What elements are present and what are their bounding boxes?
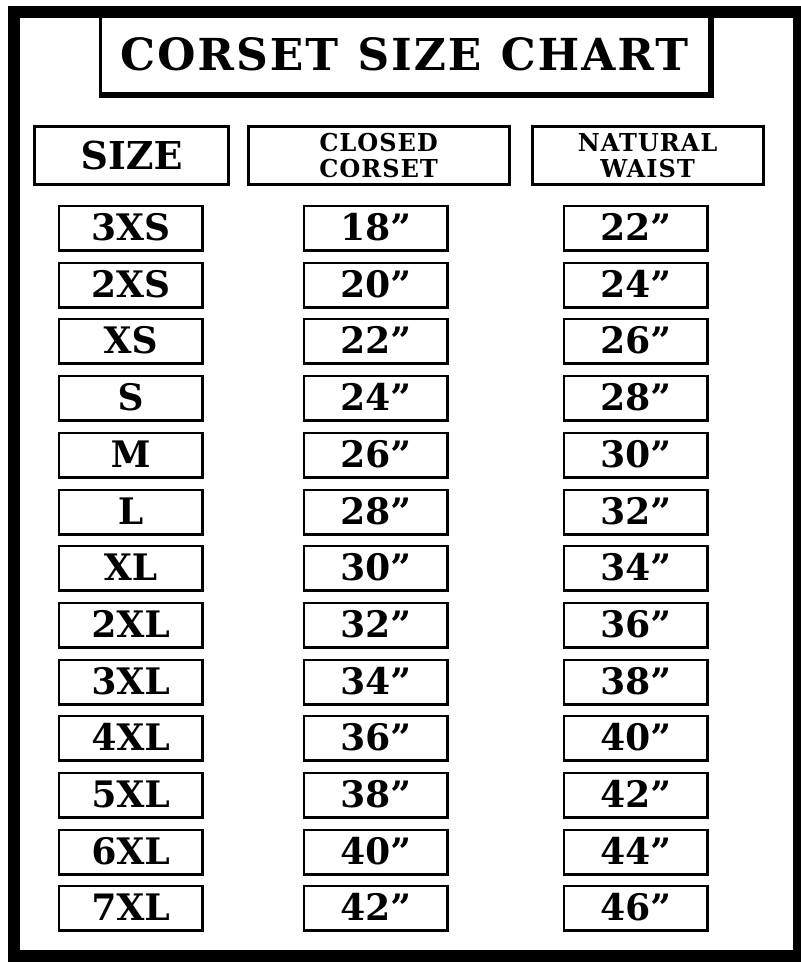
header-natural-line1: NATURAL	[577, 127, 719, 157]
cell-size: 5XL	[58, 772, 204, 819]
cell-natural: 32”	[563, 488, 709, 536]
cell-size: 2XS	[58, 261, 204, 309]
cell-size: S	[58, 375, 204, 423]
cell-size: 3XL	[58, 658, 204, 706]
cell-natural: 28”	[563, 375, 709, 423]
cell-natural: 46”	[563, 885, 709, 933]
cell-size: 2XL	[58, 601, 204, 649]
cell-size: 4XL	[58, 715, 204, 763]
header-closed-corset: CLOSED CORSET	[247, 125, 511, 186]
cell-size: 6XL	[58, 828, 204, 876]
cell-natural: 26”	[563, 318, 709, 366]
cell-natural: 40”	[563, 715, 709, 763]
cell-natural: 36”	[563, 601, 709, 649]
cell-closed: 26”	[303, 431, 449, 479]
cell-size: 7XL	[58, 885, 204, 933]
cell-size: L	[58, 488, 204, 536]
header-natural-line2: WAIST	[600, 153, 696, 183]
header-closed-line2: CORSET	[319, 153, 439, 183]
cell-closed: 40”	[303, 828, 449, 876]
cell-closed: 42”	[303, 885, 449, 933]
cell-closed: 30”	[303, 545, 449, 593]
header-size-label: SIZE	[80, 132, 183, 178]
cell-closed: 38”	[303, 772, 449, 819]
cell-closed: 20”	[303, 261, 449, 309]
cell-size: 3XS	[58, 205, 204, 252]
cell-closed: 18”	[303, 205, 449, 252]
cell-closed: 34”	[303, 658, 449, 706]
page-title: Corset Size Chart	[99, 18, 714, 98]
cell-natural: 42”	[563, 772, 709, 819]
cell-closed: 36”	[303, 715, 449, 763]
cell-closed: 28”	[303, 488, 449, 536]
cell-size: M	[58, 431, 204, 479]
cell-natural: 24”	[563, 261, 709, 309]
cell-size: XL	[58, 545, 204, 593]
cell-closed: 32”	[303, 601, 449, 649]
cell-natural: 44”	[563, 828, 709, 876]
chart-frame	[8, 6, 801, 962]
header-size: SIZE	[33, 125, 230, 186]
cell-closed: 24”	[303, 375, 449, 423]
cell-closed: 22”	[303, 318, 449, 366]
cell-natural: 38”	[563, 658, 709, 706]
cell-natural: 30”	[563, 431, 709, 479]
header-natural-waist: NATURAL WAIST	[531, 125, 765, 186]
header-closed-line1: CLOSED	[319, 127, 439, 157]
cell-natural: 22”	[563, 205, 709, 252]
cell-size: XS	[58, 318, 204, 366]
cell-natural: 34”	[563, 545, 709, 593]
